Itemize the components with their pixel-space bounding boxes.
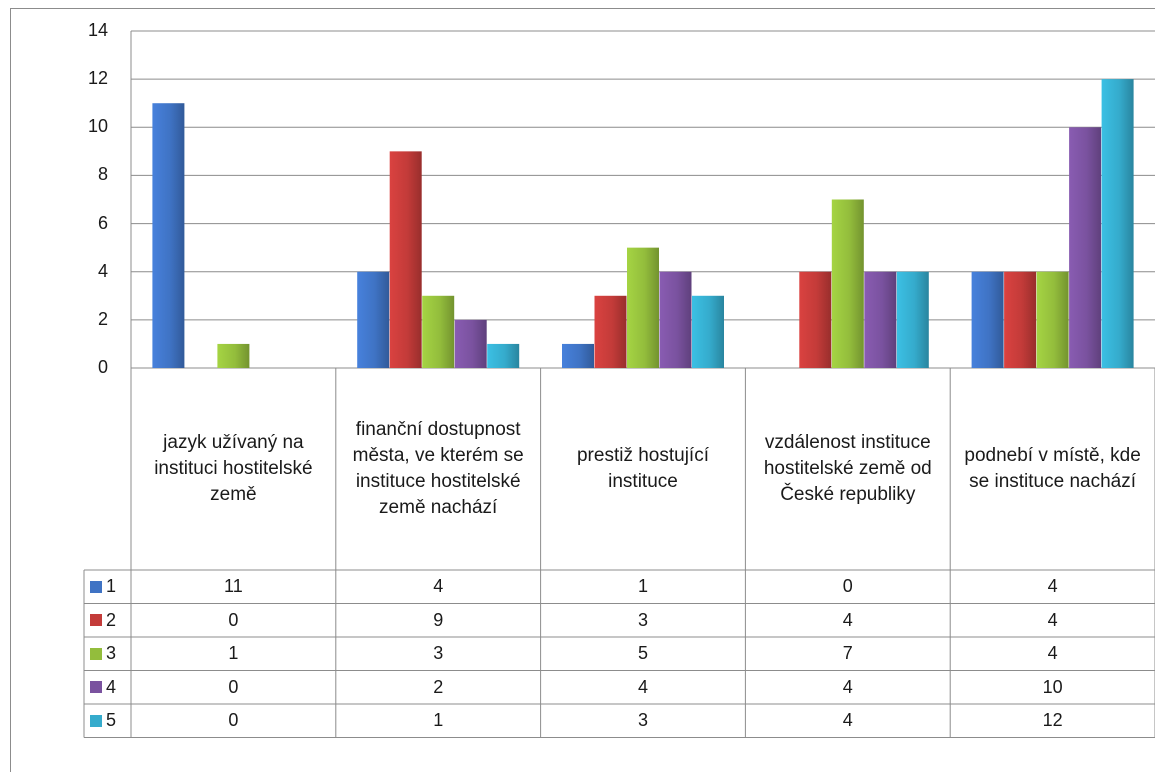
category-label: jazyk užívaný na instituci hostitelské z…: [139, 368, 328, 570]
data-table-cell: 3: [637, 710, 648, 731]
bar-4-2: [659, 271, 692, 368]
y-tick-label: 10: [87, 116, 108, 137]
bar-2-4: [1004, 271, 1037, 368]
legend-entry: 3: [90, 637, 131, 671]
category-label-text: podnebí v místě, kde se instituce nacház…: [964, 445, 1141, 492]
legend-entry: 4: [90, 671, 131, 705]
legend-swatch: [90, 681, 102, 694]
bar-3-1: [422, 295, 455, 368]
category-label: podnebí v místě, kde se instituce nacház…: [958, 368, 1147, 570]
category-label: vzdálenost instituce hostitelské země od…: [753, 368, 942, 570]
legend-swatch: [90, 580, 102, 593]
bar-3-3: [831, 199, 864, 368]
bar-2-1: [389, 151, 422, 368]
bar-1-0: [152, 103, 185, 368]
y-tick-label: 2: [97, 308, 108, 329]
data-table-cell: 4: [842, 710, 853, 731]
bar-2-2: [594, 295, 627, 368]
bar-3-0: [217, 343, 250, 368]
data-table-cell: 10: [1042, 676, 1063, 697]
bar-1-1: [357, 271, 390, 368]
legend-label: 3: [106, 643, 117, 664]
data-table-cell: 4: [842, 609, 853, 630]
y-tick-label: 6: [97, 212, 108, 233]
data-table-cell: 1: [228, 643, 239, 664]
bar-5-3: [896, 271, 929, 368]
legend-entry: 5: [90, 704, 131, 738]
legend-entry: 1: [90, 570, 131, 604]
legend-label: 5: [106, 710, 117, 731]
y-tick-label: 12: [87, 68, 108, 89]
data-table-cell: 7: [842, 643, 853, 664]
legend-label: 4: [106, 676, 117, 697]
bar-5-1: [487, 343, 520, 368]
category-label: finanční dostupnost města, ve kterém se …: [344, 368, 533, 570]
legend-swatch: [90, 614, 102, 627]
category-label-text: finanční dostupnost města, ve kterém se …: [352, 419, 524, 518]
data-table-cell: 0: [228, 609, 239, 630]
data-table-cell: 0: [842, 576, 853, 597]
legend-swatch: [90, 647, 102, 660]
data-table-cell: 11: [224, 576, 243, 597]
data-table-cell: 4: [1047, 609, 1058, 630]
data-table-cell: 4: [1047, 576, 1058, 597]
chart-frame: [10, 8, 1155, 772]
data-table-cell: 3: [637, 609, 648, 630]
category-label-text: vzdálenost instituce hostitelské země od…: [763, 432, 932, 505]
bar-3-4: [1036, 271, 1069, 368]
data-table-cell: 4: [1047, 643, 1058, 664]
legend-swatch: [90, 714, 102, 727]
bar-2-3: [799, 271, 832, 368]
y-tick-label: 0: [97, 357, 108, 377]
data-table-cell: 0: [228, 710, 239, 731]
data-table-cell: 5: [637, 643, 648, 664]
data-table-cell: 4: [637, 676, 648, 697]
bar-4-4: [1069, 127, 1102, 369]
bar-1-2: [562, 343, 594, 368]
data-table-cell: 3: [433, 643, 444, 664]
y-tick-label: 4: [97, 260, 108, 281]
data-table-cell: 1: [433, 710, 444, 731]
bar-5-2: [692, 295, 724, 368]
data-table-cell: 4: [842, 676, 853, 697]
data-table-cell: 1: [637, 576, 648, 597]
category-label: prestiž hostující instituce: [549, 368, 738, 570]
data-table-cell: 12: [1042, 710, 1063, 731]
legend-entry: 2: [90, 604, 131, 638]
y-tick-label: 14: [87, 20, 108, 40]
data-table-cell: 0: [228, 676, 239, 697]
category-label-text: jazyk užívaný na instituci hostitelské z…: [154, 432, 313, 505]
bar-4-3: [864, 271, 897, 368]
data-table-cell: 4: [433, 576, 444, 597]
data-table-cell: 9: [433, 609, 444, 630]
category-label-text: prestiž hostující instituce: [576, 445, 709, 492]
y-tick-label: 8: [97, 164, 108, 185]
legend-label: 2: [106, 609, 117, 630]
bar-3-2: [627, 247, 659, 368]
legend-label: 1: [106, 576, 117, 597]
bar-4-1: [454, 319, 487, 368]
data-table-cell: 2: [433, 676, 444, 697]
bar-5-4: [1101, 79, 1134, 369]
bar-1-4: [971, 271, 1004, 368]
